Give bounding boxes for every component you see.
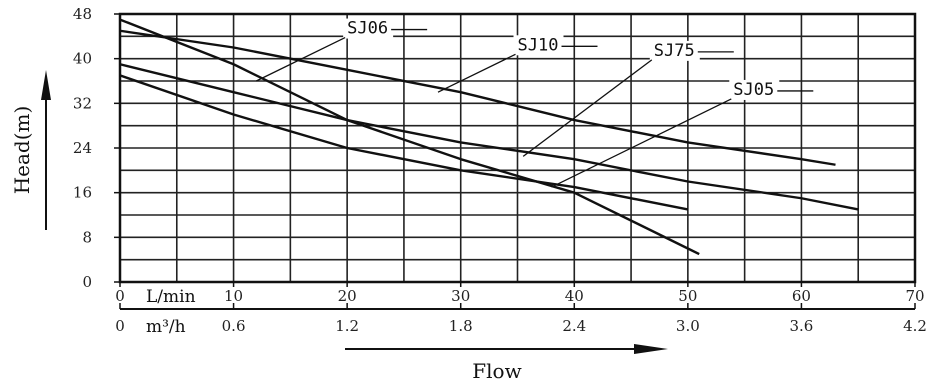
series-label-bg [649,40,700,61]
series-label-sj06: SJ06 [347,19,388,39]
x-tick-label-m3h: 1.8 [449,317,473,335]
y-tick-label: 32 [73,94,92,112]
series-leader-line [437,53,516,93]
series-label-bg [343,18,394,39]
series-line-sj06 [119,18,700,256]
x-axis-arrow-head [634,344,668,354]
y-tick-label: 24 [73,139,92,157]
x-axis-ticks-m3h: 0 0.6 1.2 1.8 2.4 3.0 3.6 4.2 [115,303,927,335]
series-leader-line [522,59,653,157]
series-label-sj05: SJ05 [733,80,774,100]
x-tick-label-m3h: 0 [115,317,125,335]
y-axis-title: Head(m) [10,106,34,195]
series-line-sj05 [119,74,689,211]
y-tick-label: 0 [82,273,92,291]
series-labels: SJ06 SJ10 SJ75 SJ05 [256,18,814,188]
y-axis-ticks: 0 8 16 24 32 40 48 [73,5,120,291]
x-tick-label-m3h: 1.2 [335,317,359,335]
series-leader-line [551,98,732,188]
x-unit-secondary: m³/h [146,317,186,337]
series-leader-line [256,36,346,82]
series-label-sj75: SJ75 [654,41,695,61]
x-tick-label-lmin: 30 [451,287,470,305]
series-label-bg [729,79,780,100]
series-line-sj75 [119,63,859,211]
x-tick-label-lmin: 60 [792,287,811,305]
x-tick-label-m3h: 2.4 [562,317,586,335]
y-tick-label: 16 [73,184,92,202]
x-tick-label-m3h: 3.6 [789,317,813,335]
series-line-sj10 [119,29,836,166]
x-tick-label-lmin: 10 [224,287,243,305]
y-tick-label: 40 [73,50,92,68]
series-label-sj10: SJ10 [518,35,559,55]
x-tick-label-lmin: 20 [338,287,357,305]
x-tick-label-m3h: 3.0 [676,317,700,335]
x-tick-label-lmin: 0 [115,287,125,305]
x-unit-primary: L/min [146,287,196,307]
x-tick-label-m3h: 4.2 [903,317,927,335]
y-tick-label: 8 [82,228,92,246]
x-axis-ticks-lmin: 0 10 20 30 40 50 60 70 [115,282,925,305]
y-tick-label: 48 [73,5,92,23]
x-tick-label-lmin: 50 [678,287,697,305]
x-tick-label-m3h: 0.6 [222,317,246,335]
series-label-bg [513,35,564,56]
x-tick-label-lmin: 40 [565,287,584,305]
x-tick-label-lmin: 70 [905,287,924,305]
series-lines [119,18,859,256]
x-axis-title: Flow [472,359,521,383]
y-axis-arrow-head [41,70,51,100]
